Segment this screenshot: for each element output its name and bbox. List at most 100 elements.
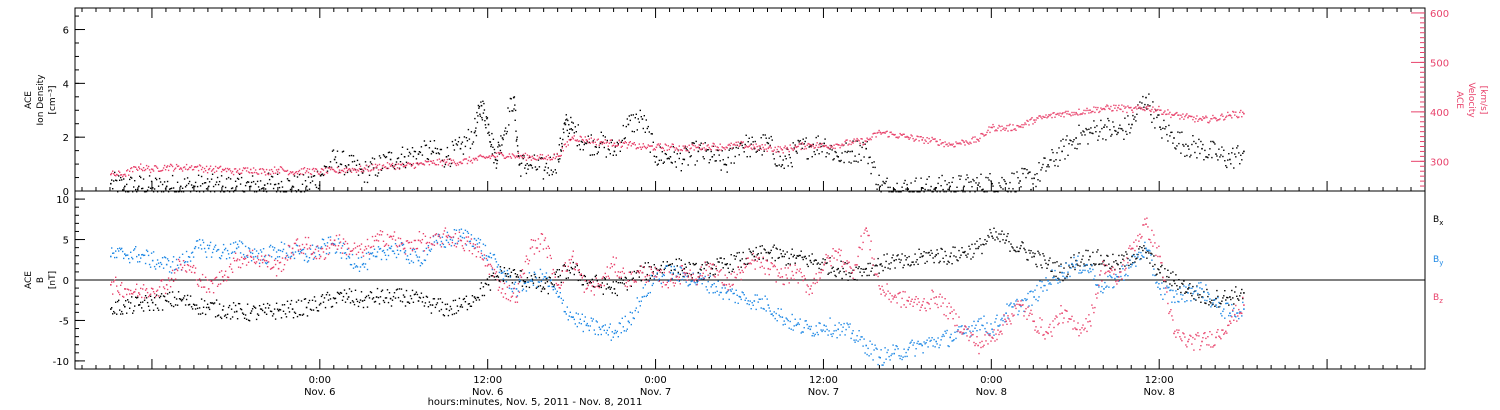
by-trace-dot — [498, 271, 501, 274]
by-trace-dot — [1044, 284, 1046, 287]
density-trace-dot — [219, 191, 222, 193]
bx-trace-dot — [439, 298, 442, 300]
bx-point — [179, 298, 182, 301]
bx-trace-dot — [759, 245, 761, 248]
velocity-trace-dot — [174, 167, 177, 169]
density-trace-dot — [635, 113, 637, 115]
by-trace-dot — [1055, 278, 1057, 281]
density-trace-dot — [1135, 120, 1137, 122]
by-trace-dot — [418, 256, 421, 258]
density-point — [711, 156, 714, 158]
bx-trace-dot — [174, 304, 177, 306]
bz-trace-dot — [494, 272, 497, 275]
bx-point — [305, 306, 308, 309]
by-trace-dot — [602, 325, 604, 327]
by-trace-dot — [353, 263, 356, 265]
by-trace-dot — [1113, 286, 1115, 288]
by-trace-dot — [111, 247, 113, 249]
velocity-trace-dot — [556, 152, 558, 155]
by-trace-dot — [496, 266, 499, 268]
density-trace-dot — [810, 145, 812, 147]
density-trace-dot — [1076, 148, 1078, 150]
density-trace-dot — [278, 186, 281, 189]
velocity-trace-dot — [111, 172, 113, 175]
velocity-trace-dot — [1146, 105, 1148, 108]
velocity-trace-dot — [1183, 118, 1185, 120]
velocity-trace-dot — [644, 146, 646, 149]
density-trace-dot — [688, 151, 690, 154]
by-trace-dot — [779, 316, 781, 318]
density-trace-dot — [1208, 154, 1210, 156]
density-trace-dot — [475, 127, 477, 129]
density-trace-dot — [583, 143, 585, 146]
velocity-trace-dot — [1068, 113, 1070, 115]
velocity-trace-dot — [676, 148, 678, 150]
bz-trace-dot — [432, 235, 435, 237]
density-trace-dot — [629, 119, 631, 122]
bz-trace-dot — [222, 280, 225, 282]
bx-trace-dot — [839, 270, 841, 272]
by-trace-dot — [358, 270, 361, 272]
by-trace-dot — [538, 281, 541, 283]
bx-trace-dot — [1226, 296, 1228, 299]
bx-trace-dot — [659, 268, 661, 270]
bx-trace-dot — [651, 275, 653, 277]
density-trace-dot — [670, 161, 672, 164]
by-trace-dot — [1086, 263, 1088, 266]
by-trace-dot — [662, 273, 664, 276]
bz-trace-dot — [463, 249, 466, 252]
velocity-trace-dot — [578, 140, 580, 142]
bx-trace-dot — [266, 302, 269, 305]
by-trace-dot — [1128, 267, 1130, 269]
by-trace-dot — [410, 260, 413, 262]
by-trace-dot — [380, 258, 383, 261]
bx-trace-dot — [129, 307, 131, 309]
by-trace-dot — [1034, 289, 1036, 291]
by-trace-dot — [804, 320, 806, 322]
velocity-trace-dot — [1138, 107, 1140, 109]
density-trace-dot — [352, 155, 355, 157]
density-point — [124, 185, 126, 188]
bx-trace-dot — [118, 299, 120, 301]
bx-trace-dot — [680, 259, 682, 261]
density-trace-dot — [559, 137, 561, 139]
bz-trace-dot — [264, 254, 267, 257]
by-trace-dot — [238, 240, 241, 242]
bx-trace-dot — [1192, 285, 1194, 288]
bx-trace-dot — [206, 303, 209, 305]
by-trace-dot — [707, 280, 709, 283]
density-trace-dot — [588, 141, 590, 144]
velocity-trace-dot — [1064, 111, 1066, 114]
by-trace-dot — [388, 247, 391, 249]
by-trace-dot — [1021, 299, 1023, 301]
bz-trace-dot — [208, 291, 211, 293]
bx-trace-dot — [1079, 265, 1081, 267]
velocity-point — [138, 166, 140, 168]
bx-trace-dot — [1081, 258, 1083, 261]
density-trace-dot — [223, 191, 226, 193]
velocity-point — [963, 141, 965, 144]
velocity-trace-dot — [673, 146, 675, 149]
velocity-trace-dot — [620, 146, 622, 148]
by-trace-dot — [1193, 291, 1195, 293]
bx-trace-dot — [196, 307, 199, 310]
velocity-trace-dot — [1069, 113, 1071, 116]
density-trace-dot — [622, 124, 624, 127]
by-trace-dot — [1062, 275, 1064, 277]
bx-trace-dot — [806, 263, 808, 266]
velocity-trace-dot — [917, 135, 919, 138]
density-trace-dot — [1123, 138, 1125, 140]
bx-trace-dot — [747, 262, 749, 265]
velocity-trace-dot — [936, 140, 938, 143]
bx-trace-dot — [676, 265, 678, 267]
velocity-trace-dot — [116, 173, 118, 176]
by-trace-dot — [480, 250, 483, 252]
bx-trace-dot — [1207, 295, 1209, 298]
bx-trace-dot — [295, 301, 298, 303]
bx-trace-dot — [211, 302, 214, 304]
bx-trace-dot — [513, 269, 516, 271]
density-trace-dot — [813, 151, 815, 153]
bx-trace-dot — [1100, 254, 1102, 257]
by-trace-dot — [1015, 300, 1017, 302]
velocity-trace-dot — [180, 168, 183, 170]
